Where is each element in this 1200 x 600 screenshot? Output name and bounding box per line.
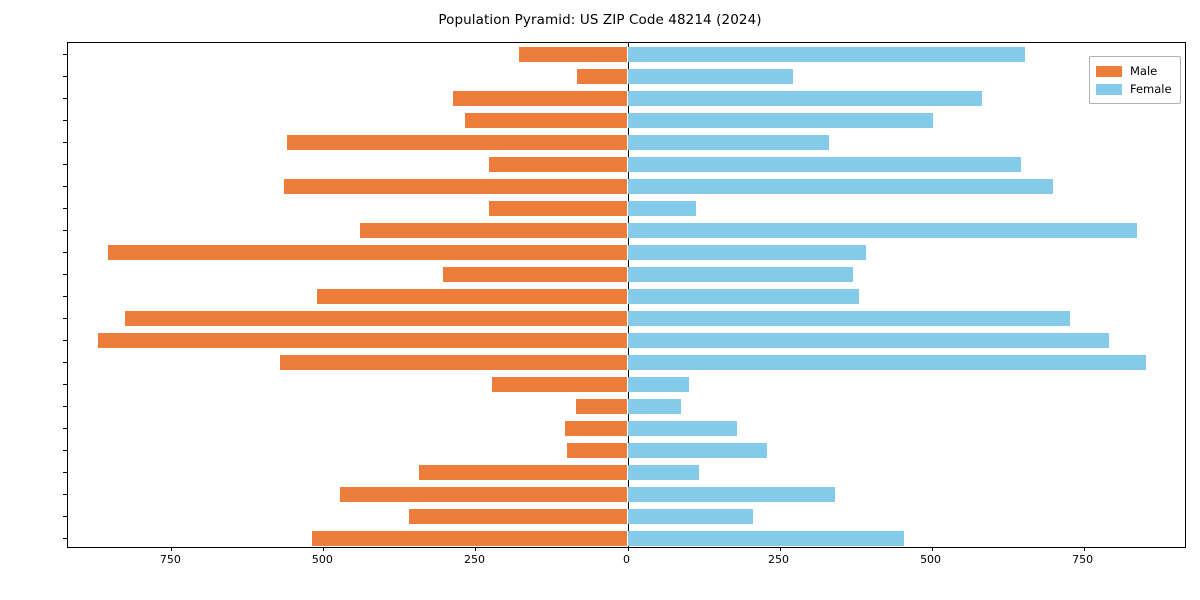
y-axis-tick bbox=[63, 120, 68, 121]
x-axis-label-0: 750 bbox=[159, 553, 181, 566]
y-axis-tick bbox=[63, 384, 68, 385]
y-axis-tick bbox=[63, 186, 68, 187]
y-axis-tick bbox=[63, 274, 68, 275]
bar-male-22-24 bbox=[491, 376, 628, 392]
bar-female-80-84 bbox=[627, 68, 793, 84]
bar-female-35-39 bbox=[627, 310, 1071, 326]
bar-female-40-44 bbox=[627, 288, 860, 304]
bar-female-85- bbox=[627, 46, 1026, 62]
bar-female-10-14 bbox=[627, 486, 836, 502]
y-axis-tick bbox=[63, 318, 68, 319]
y-axis-tick bbox=[63, 252, 68, 253]
bar-female-75-79 bbox=[627, 90, 983, 106]
bar-male-18-19 bbox=[566, 442, 628, 458]
bar-male-65-66 bbox=[489, 156, 628, 172]
bar-female-60-61 bbox=[627, 200, 697, 216]
x-axis-label-5: 500 bbox=[920, 553, 942, 566]
plot-inner bbox=[63, 43, 1185, 551]
x-axis-label-3: 0 bbox=[623, 553, 630, 566]
bar-female-20 bbox=[627, 420, 737, 436]
y-axis-tick bbox=[63, 494, 68, 495]
bar-female-55-59 bbox=[627, 222, 1138, 238]
bar-male-67-69 bbox=[286, 134, 628, 150]
legend-item-female: Female bbox=[1096, 80, 1172, 98]
bar-female-67-69 bbox=[627, 134, 829, 150]
x-axis-label-6: 750 bbox=[1072, 553, 1094, 566]
bar-female-45-49 bbox=[627, 266, 853, 282]
bar-male-10-14 bbox=[340, 486, 628, 502]
x-axis-label-1: 500 bbox=[311, 553, 333, 566]
bar-female-5-9 bbox=[627, 508, 754, 524]
legend-label-female: Female bbox=[1130, 82, 1172, 96]
bar-male-62-64 bbox=[283, 178, 628, 194]
bar-female-65-66 bbox=[627, 156, 1021, 172]
y-axis-tick bbox=[63, 296, 68, 297]
bar-male-20 bbox=[564, 420, 628, 436]
bar-male-55-59 bbox=[359, 222, 628, 238]
bar-female-62-64 bbox=[627, 178, 1054, 194]
y-axis-tick bbox=[63, 98, 68, 99]
bar-female-30-34 bbox=[627, 332, 1110, 348]
bar-male-60-61 bbox=[488, 200, 628, 216]
x-axis-label-4: 250 bbox=[768, 553, 790, 566]
bar-male-21 bbox=[576, 398, 628, 414]
bar-male-85- bbox=[518, 46, 628, 62]
y-axis-tick bbox=[63, 76, 68, 77]
legend-swatch-male bbox=[1096, 65, 1122, 77]
bar-female-70-74 bbox=[627, 112, 933, 128]
bar-male-15-17 bbox=[418, 464, 628, 480]
y-axis-tick bbox=[63, 538, 68, 539]
bar-male-80-84 bbox=[577, 68, 628, 84]
y-axis-tick bbox=[63, 362, 68, 363]
bar-female-22-24 bbox=[627, 376, 689, 392]
y-axis-tick bbox=[63, 516, 68, 517]
x-axis-tick bbox=[171, 547, 173, 551]
legend-label-male: Male bbox=[1130, 64, 1158, 78]
y-axis-tick bbox=[63, 406, 68, 407]
x-axis-tick bbox=[627, 547, 629, 551]
bar-male-35-39 bbox=[125, 310, 628, 326]
bar-female-under-5 bbox=[627, 530, 904, 546]
y-axis-tick bbox=[63, 208, 68, 209]
y-axis-tick bbox=[63, 472, 68, 473]
bar-male-under-5 bbox=[312, 530, 628, 546]
x-axis-label-2: 250 bbox=[463, 553, 485, 566]
chart-legend: Male Female bbox=[1089, 56, 1181, 104]
bar-female-15-17 bbox=[627, 464, 699, 480]
bar-male-5-9 bbox=[409, 508, 628, 524]
x-axis-tick bbox=[1083, 547, 1085, 551]
bar-male-25-29 bbox=[279, 354, 628, 370]
y-axis-tick bbox=[63, 450, 68, 451]
x-axis-tick bbox=[323, 547, 325, 551]
bar-male-30-34 bbox=[98, 332, 628, 348]
bar-female-25-29 bbox=[627, 354, 1147, 370]
bar-female-50-54 bbox=[627, 244, 866, 260]
x-axis-tick bbox=[931, 547, 933, 551]
x-axis-tick bbox=[779, 547, 781, 551]
x-axis-tick bbox=[475, 547, 477, 551]
legend-item-male: Male bbox=[1096, 62, 1172, 80]
bar-male-75-79 bbox=[452, 90, 628, 106]
bar-male-70-74 bbox=[465, 112, 628, 128]
legend-swatch-female bbox=[1096, 83, 1122, 95]
y-axis-tick bbox=[63, 340, 68, 341]
bar-female-21 bbox=[627, 398, 682, 414]
y-axis-tick bbox=[63, 230, 68, 231]
bar-male-50-54 bbox=[107, 244, 628, 260]
bar-male-45-49 bbox=[442, 266, 628, 282]
bar-male-40-44 bbox=[316, 288, 628, 304]
chart-title: Population Pyramid: US ZIP Code 48214 (2… bbox=[438, 12, 762, 28]
y-axis-tick bbox=[63, 428, 68, 429]
y-axis-tick bbox=[63, 54, 68, 55]
plot-area bbox=[63, 42, 1186, 551]
y-axis-tick bbox=[63, 142, 68, 143]
bar-female-18-19 bbox=[627, 442, 768, 458]
y-axis-tick bbox=[63, 164, 68, 165]
